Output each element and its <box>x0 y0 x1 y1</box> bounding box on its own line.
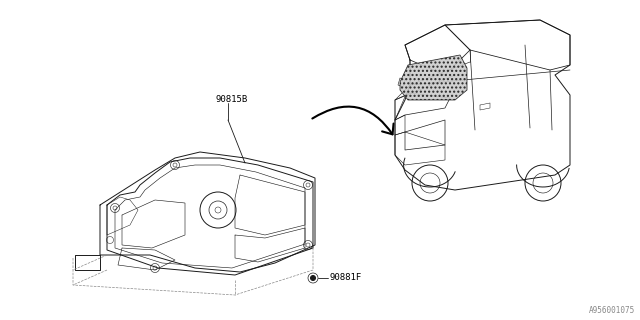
Circle shape <box>310 276 316 281</box>
FancyArrowPatch shape <box>312 107 394 134</box>
Text: 90881F: 90881F <box>330 274 362 283</box>
Text: A956001075: A956001075 <box>589 306 635 315</box>
Text: 90815B: 90815B <box>215 95 247 105</box>
Polygon shape <box>400 55 467 100</box>
